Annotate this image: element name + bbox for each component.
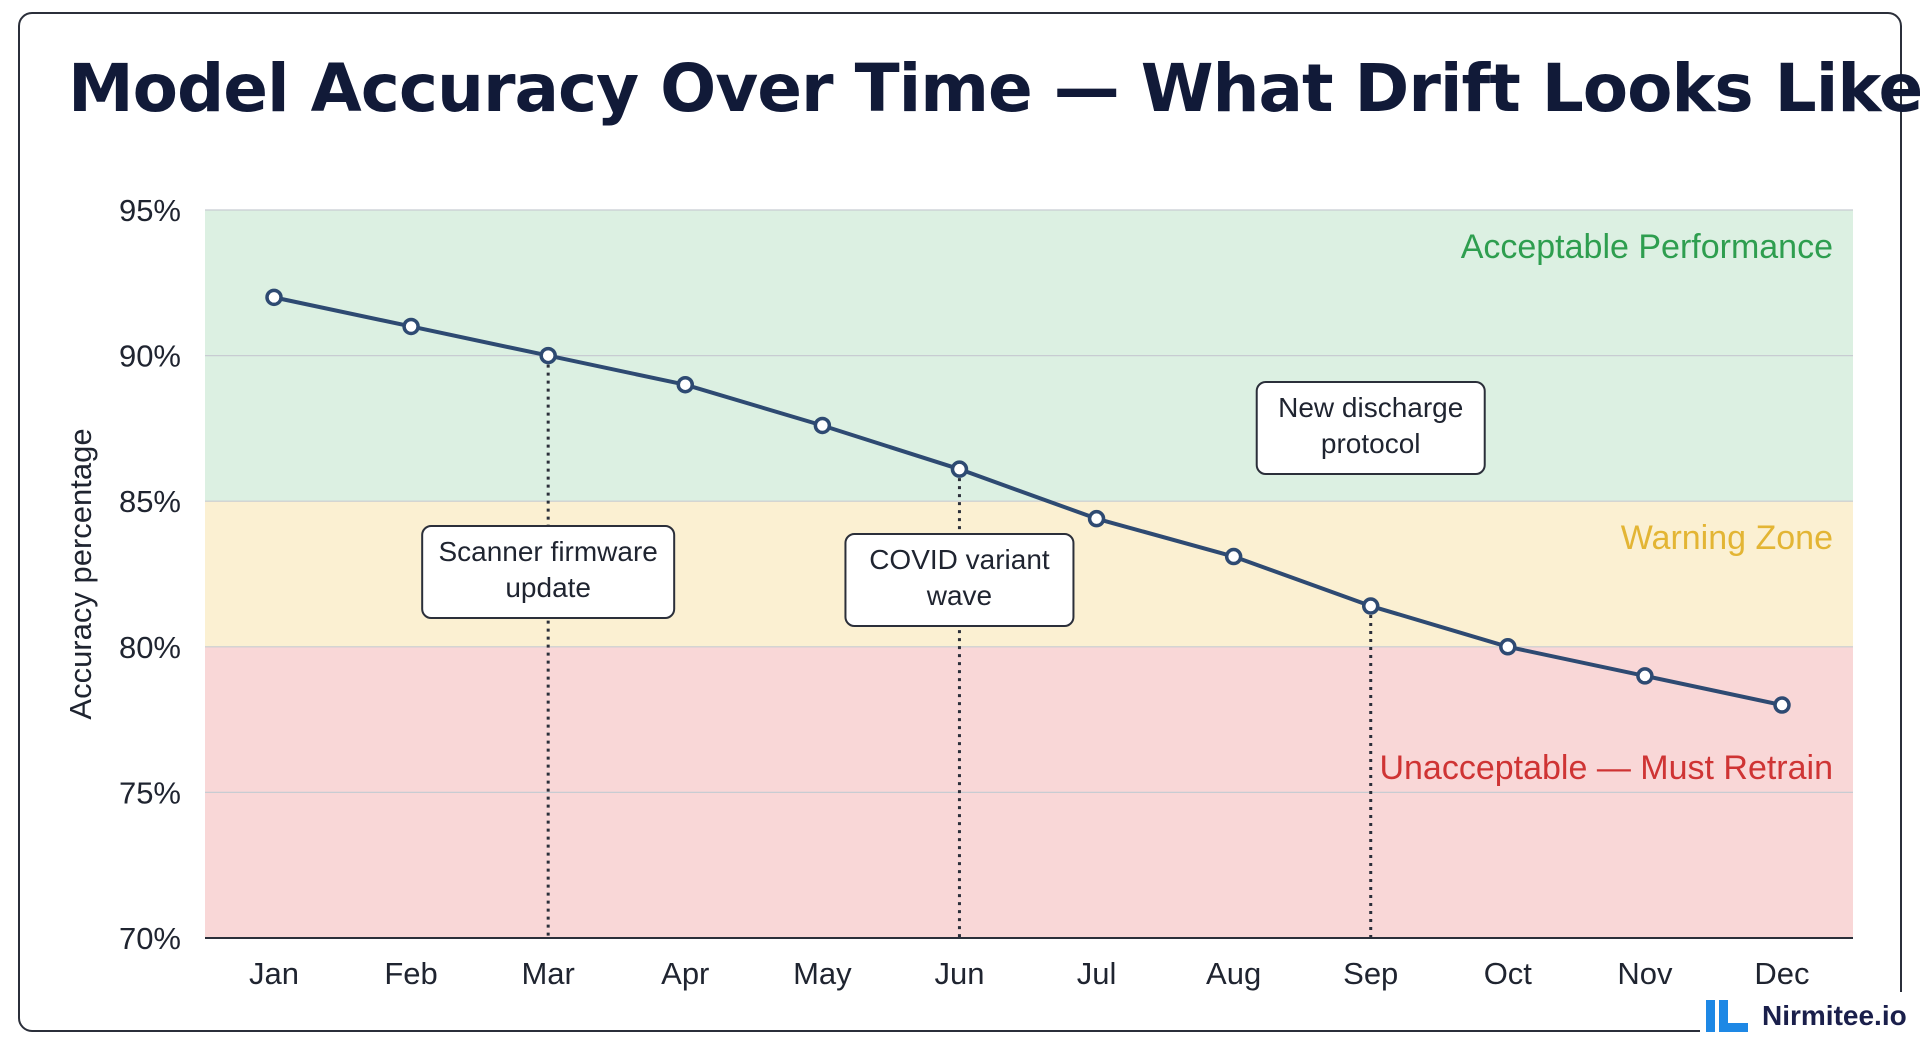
data-point [1224, 547, 1243, 566]
brand-name: Nirmitee.io [1762, 1000, 1907, 1031]
x-tick-label: Jan [249, 956, 299, 991]
annotation-text: wave [926, 580, 992, 611]
x-tick-label: May [793, 956, 852, 991]
y-tick-label: 70% [119, 921, 181, 956]
x-tick-label: Nov [1617, 956, 1673, 991]
annotation-text: Scanner firmware [438, 536, 657, 567]
data-point [676, 375, 695, 394]
y-axis-label: Accuracy percentage [63, 428, 98, 719]
x-tick-label: Mar [521, 956, 574, 991]
data-point [402, 317, 420, 336]
x-tick-label: Feb [384, 956, 437, 991]
x-tick-label: Aug [1206, 956, 1261, 991]
data-point [539, 346, 557, 365]
data-point [1773, 696, 1791, 714]
data-point [950, 460, 969, 478]
axes: 95% 90% 85% 80% 75% 70% Jan Feb Mar Apr May Jun Jul A… [63, 193, 1853, 991]
event-annotations: Scanner firmware update COVID variant wave N… [421, 381, 1486, 627]
x-tick-label: Sep [1343, 956, 1398, 991]
accuracy-line [273, 295, 1783, 707]
zone-labels: Acceptable Performance Warning Zone Unacce… [1379, 228, 1833, 787]
data-point [265, 288, 283, 307]
brand: Nirmitee.io [1700, 992, 1914, 1040]
zone-label: Warning Zone [1621, 519, 1833, 557]
x-tick-label: Oct [1484, 956, 1533, 991]
data-point [1087, 509, 1106, 528]
annotation-box [421, 525, 676, 619]
y-tick-label: 85% [119, 484, 181, 519]
annotation-text: protocol [1321, 428, 1421, 459]
nirmitee-logo-icon [1706, 1000, 1748, 1032]
y-tick-label: 80% [119, 630, 181, 665]
x-tick-label: Jul [1077, 956, 1117, 991]
annotation-text: COVID variant [869, 544, 1050, 575]
y-tick-label: 95% [119, 193, 181, 228]
x-tick-label: Jun [934, 956, 984, 991]
accuracy-series [265, 288, 1791, 714]
event-lines [546, 364, 1373, 938]
annotation-box [1255, 381, 1486, 475]
annotation-box [844, 533, 1075, 627]
x-tick-label: Dec [1754, 956, 1809, 991]
y-tick-label: 75% [119, 775, 181, 810]
page-title: Model Accuracy Over Time — What Drift Lo… [68, 50, 1920, 127]
zone-label: Acceptable Performance [1461, 228, 1833, 266]
data-point [813, 416, 832, 435]
grid-lines [205, 209, 1853, 794]
x-tick-label: Apr [661, 956, 709, 991]
data-point [1361, 597, 1380, 615]
annotation-text: update [505, 572, 591, 603]
data-point [1636, 667, 1654, 685]
annotation-text: New discharge [1278, 392, 1463, 423]
zone-label: Unacceptable — Must Retrain [1379, 749, 1833, 787]
y-tick-label: 90% [119, 339, 181, 374]
data-point [1499, 638, 1517, 656]
